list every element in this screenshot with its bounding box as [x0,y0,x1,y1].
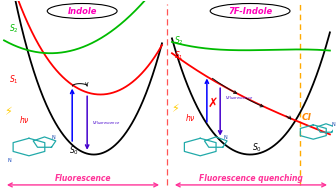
Text: $S_1$: $S_1$ [9,73,19,86]
Text: 7F-Indole: 7F-Indole [228,6,272,15]
Text: ⚡: ⚡ [171,105,179,115]
Text: $S_0$: $S_0$ [69,145,79,157]
Text: ⚡: ⚡ [4,107,12,117]
Text: Indole: Indole [68,6,97,15]
Text: Fluorescence quenching: Fluorescence quenching [199,174,303,183]
Text: N: N [7,158,11,163]
Text: $\nu_{fluorescence}$: $\nu_{fluorescence}$ [225,94,253,102]
Text: N: N [332,122,335,127]
Text: Fluorescence: Fluorescence [55,174,112,183]
Text: N: N [223,135,227,140]
Text: $h\nu$: $h\nu$ [185,112,196,122]
Text: N: N [52,135,55,140]
Text: ✗: ✗ [208,97,218,110]
Text: $S_1$: $S_1$ [174,50,183,62]
Text: $\nu_{fluorescence}$: $\nu_{fluorescence}$ [92,119,120,127]
Text: $h\nu$: $h\nu$ [19,114,30,125]
Text: $S_2$: $S_2$ [174,35,183,47]
Text: $S_0$: $S_0$ [252,142,262,154]
Text: $S_2$: $S_2$ [9,23,19,35]
Text: Cl: Cl [302,112,311,122]
